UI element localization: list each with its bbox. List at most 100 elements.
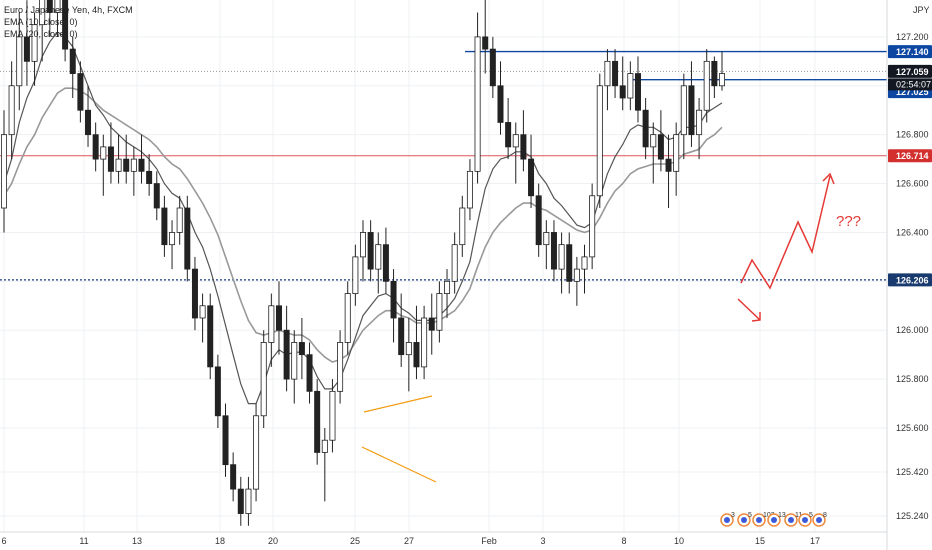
candle-body: [0, 134, 7, 209]
candle-body: [581, 256, 588, 270]
candle-body: [138, 158, 145, 172]
candle-body: [191, 268, 198, 319]
wedge-upper-line: [363, 395, 433, 413]
event-badge-dot: [741, 517, 747, 523]
candle-body: [642, 109, 649, 148]
candle-body: [291, 342, 298, 380]
candle-body: [314, 390, 321, 453]
candle-body: [482, 36, 489, 50]
candles: [0, 0, 726, 526]
horizontal-levels[interactable]: [0, 0, 887, 281]
price-tag-label: 127.059: [896, 67, 929, 77]
candle-body: [390, 280, 397, 319]
countdown-label: 02:54:07: [896, 79, 931, 89]
candle-body: [688, 85, 695, 136]
candle-body: [596, 85, 603, 197]
event-badge-dot: [724, 517, 730, 523]
candle-body: [169, 232, 176, 246]
candle-body: [77, 73, 84, 111]
candle-body: [283, 329, 290, 380]
candle-body: [39, 0, 46, 26]
candle-body: [92, 134, 99, 160]
x-tick-label: Feb: [481, 536, 497, 546]
candle-body: [245, 488, 252, 514]
candle-body: [719, 73, 726, 87]
candle-body: [367, 232, 374, 270]
event-badge-count: 103: [763, 512, 775, 519]
candle-body: [566, 244, 573, 282]
drawings[interactable]: [361, 172, 835, 483]
candle-body: [421, 317, 428, 368]
candle-body: [153, 183, 160, 209]
x-tick-label: 17: [810, 536, 820, 546]
candle-body: [451, 244, 458, 282]
legend-ema10[interactable]: EMA (10, close, 0): [4, 17, 78, 27]
event-badge-count: 5: [748, 512, 752, 519]
candle-body: [673, 134, 680, 172]
candle-body: [505, 122, 512, 148]
candle-body: [558, 244, 565, 270]
candle-body: [528, 158, 535, 197]
legend-symbol[interactable]: Euro / Japanese Yen, 4h, FXCM: [4, 5, 133, 15]
y-tick-label: 126.400: [896, 227, 929, 237]
bullish-arrow-head: [822, 172, 835, 185]
candle-body: [512, 134, 519, 148]
x-tick-label: 25: [350, 536, 360, 546]
candle-body: [344, 293, 351, 343]
candle-body: [222, 415, 229, 466]
candle-body: [161, 207, 168, 246]
candle-body: [573, 268, 580, 282]
event-badge-count: 13: [778, 512, 786, 519]
candle-body: [466, 170, 473, 209]
wedge-lower-line: [361, 446, 437, 483]
x-tick-label: 27: [404, 536, 414, 546]
x-tick-label: 6: [1, 536, 6, 546]
x-tick-label: 13: [132, 536, 142, 546]
price-tag-label: 127.025: [896, 87, 929, 97]
event-badges[interactable]: 3 5 103 13 11 5 8: [720, 512, 827, 527]
candle-body: [115, 158, 122, 172]
candle-body: [489, 48, 496, 87]
candle-body: [359, 232, 366, 258]
candle-body: [23, 36, 30, 62]
x-tick-label: 11: [79, 536, 88, 546]
candle-body: [665, 158, 672, 172]
candle-body: [253, 415, 260, 490]
candle-body: [711, 60, 718, 87]
legend-ema20[interactable]: EMA (20, close, 0): [4, 29, 78, 39]
candle-body: [130, 158, 137, 172]
candle-body: [459, 207, 466, 246]
candle-body: [604, 60, 611, 87]
y-tick-label: 125.420: [896, 467, 929, 477]
price-axis[interactable]: 125.240 125.420 125.600 125.800 126.000 126.2…: [886, 0, 932, 550]
candle-body: [428, 317, 435, 331]
currency-label: JPY: [913, 5, 930, 15]
legend: Euro / Japanese Yen, 4h, FXCM EMA (10, c…: [4, 4, 133, 40]
candle-body: [612, 60, 619, 87]
candle-body: [543, 232, 550, 246]
candle-body: [337, 342, 344, 392]
candle-body: [657, 134, 664, 160]
candle-body: [405, 342, 412, 356]
candle-body: [382, 244, 389, 282]
candle-body: [100, 146, 107, 160]
x-tick-label: 18: [215, 536, 225, 546]
bullish-projection-path: [740, 175, 831, 290]
event-badge-dot: [816, 517, 822, 523]
candle-body: [474, 36, 481, 172]
x-tick-label: 8: [621, 536, 626, 546]
time-axis[interactable]: 6 11 13 18 20 25 27 Feb 3 8 10 15 17: [0, 531, 887, 546]
price-tag: [888, 273, 932, 287]
price-tag-label: 126.206: [896, 275, 929, 285]
event-badge-count: 11: [795, 512, 802, 519]
candle-body: [634, 73, 641, 111]
candle-body: [16, 36, 23, 87]
candle-body: [214, 366, 221, 417]
candle-body: [520, 134, 527, 160]
candle-body: [696, 109, 703, 136]
annotation-text[interactable]: ???: [836, 213, 861, 230]
candle-body: [703, 60, 710, 111]
candle-body: [107, 146, 114, 172]
